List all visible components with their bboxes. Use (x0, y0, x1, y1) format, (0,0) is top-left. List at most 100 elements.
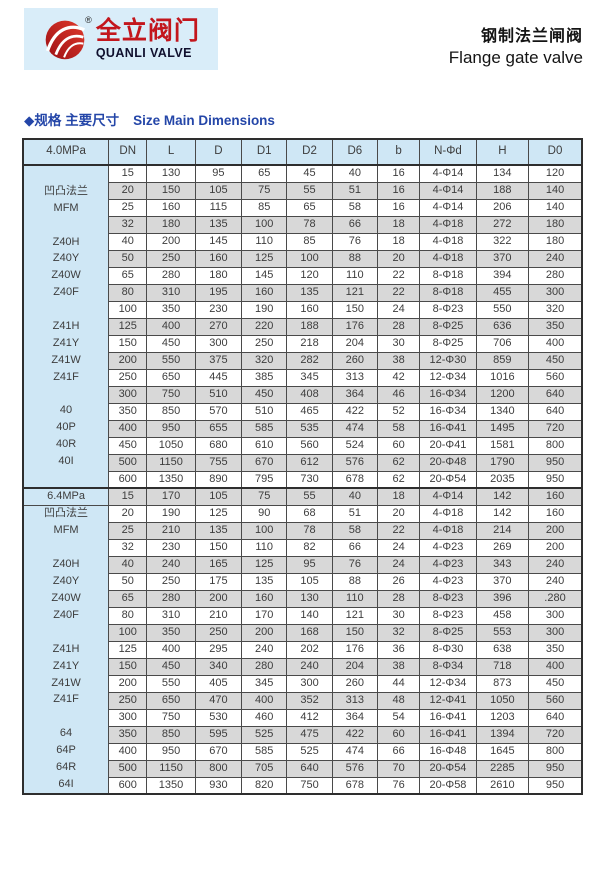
table-cell: 135 (194, 521, 243, 540)
table-cell: 25 (108, 521, 148, 540)
brand-text: 全立阀门 QUANLI VALVE (96, 18, 200, 60)
table-cell: 320 (241, 351, 288, 370)
table-cell: 375 (194, 351, 243, 370)
table-cell: 65 (108, 589, 148, 608)
table-cell: 8-Φ18 (419, 266, 477, 285)
table-cell: 670 (241, 453, 288, 472)
table-cell: 125 (241, 555, 288, 574)
table-cell: 75 (241, 181, 288, 200)
table-cell: 890 (194, 470, 243, 489)
group-label: Z40H (52, 235, 80, 248)
table-row: 40 240 165 125 95 76 24 4-Φ23 343 240 (23, 555, 583, 574)
table-cell: 12-Φ41 (419, 691, 477, 710)
table-cell: 190 (241, 300, 288, 319)
table-cell: 250 (146, 572, 196, 591)
table-cell: 310 (146, 606, 196, 625)
table-cell: 1203 (475, 708, 530, 727)
table-cell: 280 (241, 657, 288, 676)
table-cell: 755 (194, 453, 243, 472)
table-cell: 140 (286, 606, 333, 625)
table-cell: 142 (475, 487, 530, 506)
table-cell: 110 (331, 266, 378, 285)
table-cell: 422 (331, 402, 378, 421)
table-cell: 240 (286, 657, 333, 676)
group-label (24, 539, 108, 556)
table-cell: 250 (108, 691, 148, 710)
table-cell: 195 (194, 283, 243, 302)
table-cell: 850 (146, 725, 196, 744)
table-cell: 408 (286, 385, 333, 404)
table-cell: 2285 (475, 759, 530, 778)
table-cell: 950 (146, 419, 196, 438)
table-cell: 176 (331, 317, 378, 336)
table-row: 300 750 510 450 408 364 46 16-Φ34 1200 640 (23, 385, 583, 404)
table-cell: 638 (475, 640, 530, 659)
dimensions-table: 4.0MPa DN L D D1 D2 D6 b N-Φd H D0 凹凸法兰 MFM Z40H Z40… (22, 138, 583, 795)
table-cell: 16 (376, 198, 421, 217)
group-label: 凹凸法兰 (44, 507, 89, 520)
table-cell: 800 (194, 759, 243, 778)
table-cell: 20-Φ41 (419, 436, 477, 455)
table-cell: 218 (286, 334, 333, 353)
table-cell: 65 (241, 164, 288, 183)
table-cell: 750 (146, 708, 196, 727)
table-cell: 8-Φ25 (419, 317, 477, 336)
table-cell: 400 (146, 640, 196, 659)
table-cell: 385 (241, 368, 288, 387)
table-cell: 1150 (146, 759, 196, 778)
table-cell: 550 (146, 674, 196, 693)
table-cell: 46 (376, 385, 421, 404)
table-cell: 350 (146, 623, 196, 642)
table-cell: 610 (241, 436, 288, 455)
group-label: Z41H (52, 319, 80, 332)
table-cell: 145 (241, 266, 288, 285)
table-cell: 160 (194, 249, 243, 268)
group-label: Z41H (52, 642, 80, 655)
table-cell: 65 (286, 198, 333, 217)
table-cell: 58 (331, 198, 378, 217)
table-cell: 1495 (475, 419, 530, 438)
table-cell: 280 (146, 589, 196, 608)
table-cell: 750 (286, 776, 333, 795)
table-cell: 4-Φ14 (419, 198, 477, 217)
table-cell: 570 (194, 402, 243, 421)
table-cell: 88 (331, 249, 378, 268)
table-cell: 400 (146, 317, 196, 336)
table-cell: 950 (528, 759, 583, 778)
table-cell: 45 (286, 164, 333, 183)
table-cell: 510 (194, 385, 243, 404)
table-cell: 26 (376, 572, 421, 591)
table-cell: 474 (331, 419, 378, 438)
table-cell: 8-Φ34 (419, 657, 477, 676)
table-cell: 32 (376, 623, 421, 642)
table-cell: 1340 (475, 402, 530, 421)
table-cell: 60 (376, 436, 421, 455)
table-cell: 295 (194, 640, 243, 659)
registered-trademark: ® (85, 15, 92, 25)
table-row: 350 850 595 525 475 422 60 16-Φ41 1394 720 (23, 725, 583, 744)
table-cell: 204 (331, 657, 378, 676)
table-cell: 58 (376, 419, 421, 438)
table-row: 150 450 300 250 218 204 30 8-Φ25 706 400 (23, 334, 583, 353)
column-header: L (146, 138, 196, 166)
group-label: 凹凸法兰 (44, 184, 89, 197)
table-cell: 412 (286, 708, 333, 727)
table-cell: 795 (241, 470, 288, 489)
table-cell: 120 (286, 266, 333, 285)
brand-logo: ® 全立阀门 QUANLI VALVE (24, 8, 218, 70)
column-header: D2 (286, 138, 333, 166)
table-cell: 125 (241, 249, 288, 268)
table-cell: 55 (286, 181, 333, 200)
table-cell: 150 (108, 657, 148, 676)
table-cell: 188 (475, 181, 530, 200)
table-cell: 500 (108, 453, 148, 472)
table-cell: 15 (108, 487, 148, 506)
table-cell: 465 (286, 402, 333, 421)
table-row: 32 180 135 100 78 66 18 4-Φ18 272 180 (23, 215, 583, 234)
group-label: Z40Y (52, 575, 80, 588)
table-cell: 300 (108, 385, 148, 404)
table-cell: 576 (331, 453, 378, 472)
table-cell: 48 (376, 691, 421, 710)
table-cell: 1790 (475, 453, 530, 472)
table-cell: 640 (528, 708, 583, 727)
